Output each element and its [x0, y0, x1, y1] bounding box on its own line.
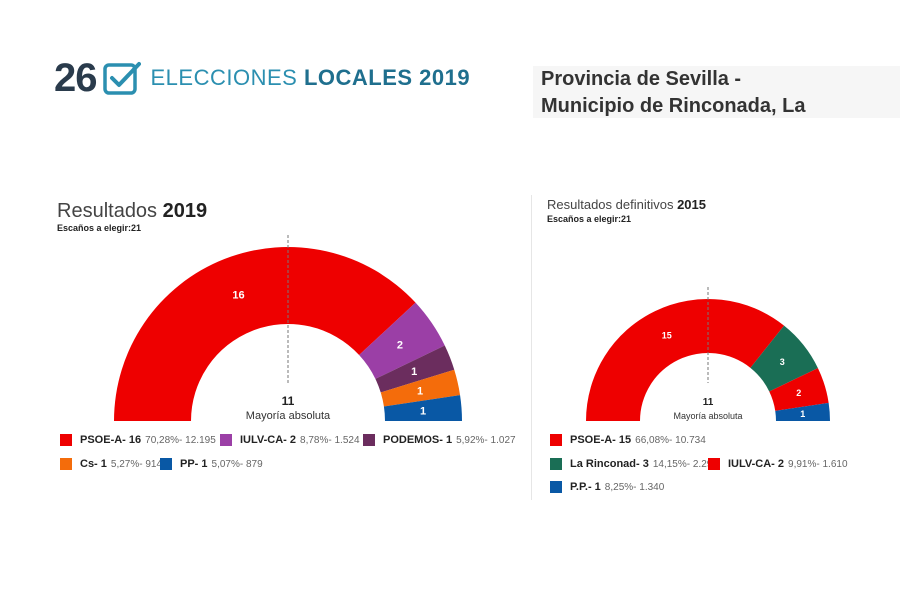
chart-2019-legend-name-4: PP- 1 [180, 458, 208, 470]
column-divider [531, 195, 532, 500]
chart-2015-seat-segment-0 [586, 299, 785, 421]
chart-2019-legend-name-1: IULV-CA- 2 [240, 434, 297, 446]
location-municipality: Municipio de Rinconada, La [541, 95, 806, 117]
chart-2019-legend-swatch-2 [363, 434, 375, 446]
chart-2015-seat-label-0: 15 [662, 330, 672, 340]
chart-2015-legend-stats-0: 66,08%- 10.734 [635, 434, 706, 446]
chart-2019-seat-label-2: 1 [411, 366, 417, 378]
chart-2019-majority-value: 11 [282, 394, 295, 408]
chart-2015-seat-label-3: 1 [800, 409, 805, 419]
chart-2019-title-prefix: Resultados [57, 200, 163, 222]
chart-2019-legend-stats-3: 5,27%- 914 [110, 458, 163, 470]
chart-2019-legend-stats-4: 5,07%- 879 [211, 458, 263, 470]
chart-2019-seat-segment-4 [383, 395, 462, 421]
chart-2015-legend-item-1: La Rinconad- 3 14,15%- 2.299 [550, 458, 718, 470]
chart-2015-legend-swatch-1 [550, 458, 562, 470]
chart-2019-legend-stats-0: 70,28%- 12.195 [145, 434, 216, 446]
chart-2015-majority-value: 11 [703, 397, 714, 408]
chart-2015-legend-item-3: P.P.- 1 8,25%- 1.340 [550, 481, 664, 493]
chart-2019-legend-swatch-3 [60, 458, 72, 470]
chart-2019-legend-item-4: PP- 1 5,07%- 879 [160, 458, 263, 470]
location-box: Provincia de Sevilla - Municipio de Rinc… [533, 66, 900, 118]
chart-2015-title-prefix: Resultados definitivos [547, 197, 678, 212]
chart-2019-legend-name-0: PSOE-A- 16 [80, 434, 142, 446]
chart-2019-legend-swatch-1 [220, 434, 232, 446]
chart-2019-title: Resultados 2019 [57, 200, 207, 223]
chart-2015-seat-segment-1 [750, 325, 818, 392]
chart-2019-legend-item-3: Cs- 1 5,27%- 914 [60, 458, 162, 470]
chart-2019-legend-name-2: PODEMOS- 1 [383, 434, 453, 446]
chart-2015-title-year: 2015 [677, 197, 706, 212]
chart-2019-seat-label-1: 2 [397, 339, 403, 351]
chart-2019-legend-stats-2: 5,92%- 1.027 [456, 434, 516, 446]
chart-2015-legend-swatch-0 [550, 434, 562, 446]
chart-2019-seats-subtitle: Escaños a elegir:21 [57, 223, 142, 233]
chart-2015-legend-name-3: P.P.- 1 [570, 481, 601, 493]
chart-2015-legend-stats-2: 9,91%- 1.610 [788, 458, 848, 470]
chart-2019-seat-segment-1 [359, 302, 445, 379]
chart-2015-legend-name-1: La Rinconad- 3 [570, 458, 649, 470]
chart-2015-legend-item-2: IULV-CA- 2 9,91%- 1.610 [708, 458, 848, 470]
chart-2019-seat-label-0: 16 [232, 290, 244, 302]
ballot-check-icon [102, 62, 141, 95]
chart-2019-seat-label-4: 1 [420, 406, 426, 418]
chart-2015-seat-segment-2 [769, 368, 829, 411]
chart-2019-seat-segment-2 [375, 345, 455, 393]
elections-logo: 26 ELECCIONES LOCALES 2019 [54, 58, 470, 98]
chart-2019-legend-item-2: PODEMOS- 1 5,92%- 1.027 [363, 434, 516, 446]
chart-2015-majority-label: Mayoría absoluta [673, 411, 742, 421]
chart-2015-legend-swatch-2 [708, 458, 720, 470]
chart-2015-legend-item-0: PSOE-A- 15 66,08%- 10.734 [550, 434, 706, 446]
chart-2015-seat-segment-3 [775, 402, 830, 421]
chart-2015-legend-stats-1: 14,15%- 2.299 [652, 458, 718, 470]
chart-2019-majority-label: Mayoría absoluta [246, 410, 331, 422]
chart-2015-title: Resultados definitivos 2015 [547, 197, 706, 212]
chart-2019-seat-segment-0 [114, 246, 416, 421]
chart-2015-seats-subtitle: Escaños a elegir:21 [547, 214, 632, 224]
chart-2019-seat-label-3: 1 [417, 386, 423, 398]
chart-2019-title-year: 2019 [162, 200, 208, 222]
chart-2019-legend-swatch-4 [160, 458, 172, 470]
chart-2019-legend-stats-1: 8,78%- 1.524 [300, 434, 360, 446]
logo-text: ELECCIONES LOCALES 2019 [151, 65, 471, 91]
chart-2019-legend-item-1: IULV-CA- 2 8,78%- 1.524 [220, 434, 360, 446]
chart-2019-legend-item-0: PSOE-A- 16 70,28%- 12.195 [60, 434, 216, 446]
location-province: Provincia de Sevilla - [541, 68, 742, 90]
chart-2019-legend-name-3: Cs- 1 [80, 458, 107, 470]
chart-2015-legend-name-0: PSOE-A- 15 [570, 434, 632, 446]
chart-2015-legend-swatch-3 [550, 481, 562, 493]
chart-2015-legend-stats-3: 8,25%- 1.340 [604, 481, 665, 493]
logo-word-elecciones: ELECCIONES [150, 65, 304, 90]
chart-2015-legend-name-2: IULV-CA- 2 [728, 458, 785, 470]
chart-2019-legend-swatch-0 [60, 434, 72, 446]
chart-2015-seat-label-1: 3 [780, 357, 785, 367]
chart-2019-seat-segment-3 [380, 369, 461, 407]
logo-number: 26 [54, 56, 97, 100]
logo-word-locales: LOCALES 2019 [303, 65, 471, 90]
chart-2015-seat-label-2: 2 [796, 388, 801, 398]
